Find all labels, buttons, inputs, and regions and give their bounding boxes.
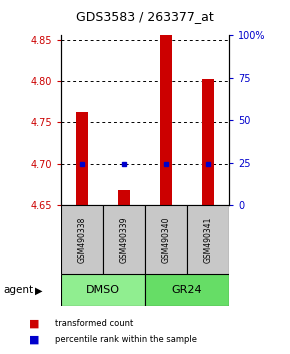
Text: percentile rank within the sample: percentile rank within the sample (55, 335, 197, 344)
Bar (145, 205, 187, 274)
Text: ■: ■ (29, 319, 39, 329)
Text: GSM490339: GSM490339 (119, 217, 128, 263)
Bar (103, 205, 145, 274)
Bar (76, 113, 88, 205)
Text: ▶: ▶ (35, 285, 43, 295)
Bar (202, 79, 214, 205)
Bar (61, 205, 103, 274)
Text: GDS3583 / 263377_at: GDS3583 / 263377_at (76, 10, 214, 23)
Bar (61, 274, 145, 306)
Text: GSM490338: GSM490338 (77, 217, 86, 263)
Text: transformed count: transformed count (55, 319, 133, 329)
Text: ■: ■ (29, 335, 39, 345)
Text: GR24: GR24 (172, 285, 202, 295)
Text: GSM490340: GSM490340 (162, 217, 171, 263)
Bar (118, 190, 130, 205)
Text: GSM490341: GSM490341 (204, 217, 213, 263)
Text: agent: agent (3, 285, 33, 295)
Bar (160, 35, 172, 205)
Text: DMSO: DMSO (86, 285, 120, 295)
Bar (187, 205, 229, 274)
Bar (145, 274, 229, 306)
